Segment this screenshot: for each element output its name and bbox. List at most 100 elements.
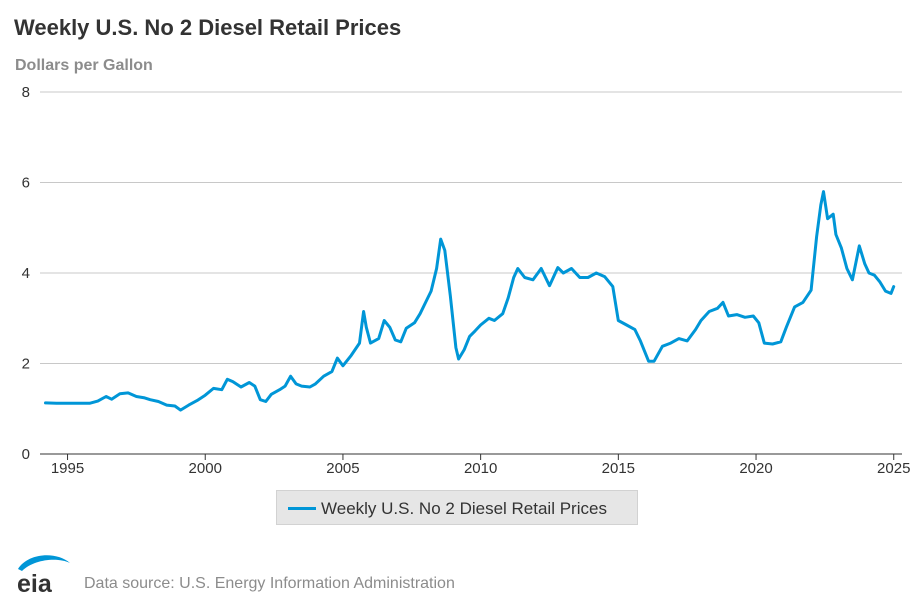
data-point[interactable] xyxy=(187,403,191,407)
data-point[interactable] xyxy=(283,384,287,388)
data-point[interactable] xyxy=(850,278,854,282)
data-point[interactable] xyxy=(335,356,339,360)
data-point[interactable] xyxy=(611,285,615,289)
data-point[interactable] xyxy=(468,334,472,338)
data-point[interactable] xyxy=(429,289,433,293)
data-point[interactable] xyxy=(699,319,703,323)
data-point[interactable] xyxy=(313,382,317,386)
data-point[interactable] xyxy=(294,382,298,386)
data-point[interactable] xyxy=(203,393,207,397)
data-point[interactable] xyxy=(66,401,70,405)
data-point[interactable] xyxy=(156,400,160,404)
data-point[interactable] xyxy=(165,403,169,407)
data-point[interactable] xyxy=(126,391,130,395)
data-point[interactable] xyxy=(322,374,326,378)
data-point[interactable] xyxy=(424,300,428,304)
data-point[interactable] xyxy=(523,276,527,280)
data-point[interactable] xyxy=(457,357,461,361)
data-point[interactable] xyxy=(784,325,788,329)
data-point[interactable] xyxy=(462,348,466,352)
data-point[interactable] xyxy=(762,341,766,345)
data-point[interactable] xyxy=(231,380,235,384)
data-point[interactable] xyxy=(751,314,755,318)
data-point[interactable] xyxy=(439,237,443,241)
data-point[interactable] xyxy=(819,203,823,207)
data-point[interactable] xyxy=(779,340,783,344)
data-point[interactable] xyxy=(104,395,108,399)
data-point[interactable] xyxy=(364,325,368,329)
data-point[interactable] xyxy=(556,266,560,270)
data-point[interactable] xyxy=(399,340,403,344)
data-point[interactable] xyxy=(669,341,673,345)
data-point[interactable] xyxy=(195,399,199,403)
data-point[interactable] xyxy=(258,398,262,402)
data-point[interactable] xyxy=(809,288,813,292)
data-point[interactable] xyxy=(548,284,552,288)
data-point[interactable] xyxy=(863,262,867,266)
data-point[interactable] xyxy=(531,278,535,282)
data-point[interactable] xyxy=(539,267,543,271)
data-point[interactable] xyxy=(134,395,138,399)
data-point[interactable] xyxy=(382,319,386,323)
data-point[interactable] xyxy=(694,328,698,332)
data-point[interactable] xyxy=(594,271,598,275)
data-point[interactable] xyxy=(721,300,725,304)
data-point[interactable] xyxy=(625,323,629,327)
data-point[interactable] xyxy=(638,339,642,343)
data-point[interactable] xyxy=(443,248,447,252)
data-point[interactable] xyxy=(118,392,122,396)
legend[interactable]: Weekly U.S. No 2 Diesel Retail Prices xyxy=(276,490,638,525)
data-point[interactable] xyxy=(506,296,510,300)
data-point[interactable] xyxy=(308,385,312,389)
data-point[interactable] xyxy=(362,310,366,314)
data-point[interactable] xyxy=(110,397,114,401)
data-point[interactable] xyxy=(264,400,268,404)
data-point[interactable] xyxy=(369,341,373,345)
data-point[interactable] xyxy=(845,267,849,271)
data-point[interactable] xyxy=(418,312,422,316)
data-point[interactable] xyxy=(487,316,491,320)
data-point[interactable] xyxy=(839,246,843,250)
data-point[interactable] xyxy=(757,321,761,325)
data-point[interactable] xyxy=(88,401,92,405)
data-point[interactable] xyxy=(388,325,392,329)
data-point[interactable] xyxy=(143,396,147,400)
data-point[interactable] xyxy=(677,337,681,341)
data-point[interactable] xyxy=(501,312,505,316)
data-point[interactable] xyxy=(77,401,81,405)
data-point[interactable] xyxy=(173,404,177,408)
data-point[interactable] xyxy=(727,314,731,318)
data-point[interactable] xyxy=(253,384,257,388)
data-point[interactable] xyxy=(735,313,739,317)
data-point[interactable] xyxy=(516,267,520,271)
data-point[interactable] xyxy=(289,374,293,378)
data-point[interactable] xyxy=(771,342,775,346)
data-point[interactable] xyxy=(561,271,565,275)
data-point[interactable] xyxy=(220,388,224,392)
data-point[interactable] xyxy=(831,212,835,216)
data-point[interactable] xyxy=(822,190,826,194)
data-point[interactable] xyxy=(435,267,439,271)
data-point[interactable] xyxy=(716,306,720,310)
data-point[interactable] xyxy=(377,337,381,341)
data-point[interactable] xyxy=(473,329,477,333)
data-point[interactable] xyxy=(55,401,59,405)
data-point[interactable] xyxy=(300,384,304,388)
data-point[interactable] xyxy=(801,300,805,304)
data-point[interactable] xyxy=(586,276,590,280)
data-point[interactable] xyxy=(889,291,893,295)
data-point[interactable] xyxy=(633,328,637,332)
data-point[interactable] xyxy=(448,294,452,298)
data-point[interactable] xyxy=(512,276,516,280)
data-point[interactable] xyxy=(269,392,273,396)
data-point[interactable] xyxy=(479,323,483,327)
data-point[interactable] xyxy=(225,377,229,381)
data-point[interactable] xyxy=(393,338,397,342)
data-point[interactable] xyxy=(834,233,838,237)
data-point[interactable] xyxy=(873,273,877,277)
data-point[interactable] xyxy=(815,235,819,239)
data-point[interactable] xyxy=(96,399,100,403)
data-point[interactable] xyxy=(247,381,251,385)
data-point[interactable] xyxy=(239,385,243,389)
data-point[interactable] xyxy=(685,339,689,343)
